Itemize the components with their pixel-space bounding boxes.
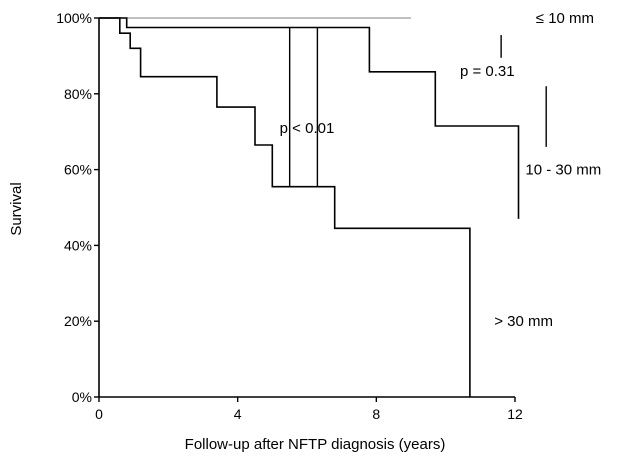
x-tick-label: 0 bbox=[95, 406, 103, 422]
y-tick-label: 60% bbox=[64, 162, 92, 178]
series-label-1: ≤ 10 mm bbox=[536, 10, 594, 27]
x-tick-label: 8 bbox=[372, 406, 380, 422]
annotation-1: p < 0.01 bbox=[280, 120, 335, 137]
series-line-3 bbox=[99, 17, 471, 397]
y-tick-label: 100% bbox=[56, 10, 92, 26]
x-tick-label: 4 bbox=[234, 406, 242, 422]
x-tick-label: 12 bbox=[507, 406, 523, 422]
y-tick-label: 80% bbox=[64, 86, 92, 102]
annotation-2: p = 0.31 bbox=[460, 63, 515, 80]
labels-group: ≤ 10 mm 10 - 30 mm > 30 mm p < 0.01 p = 0.31 bbox=[280, 10, 602, 330]
series-group bbox=[99, 17, 520, 397]
p-value-brackets bbox=[288, 27, 547, 187]
series-label-3: > 30 mm bbox=[494, 313, 553, 330]
y-axis-label: Survival bbox=[8, 182, 25, 235]
series-label-2: 10 - 30 mm bbox=[525, 162, 601, 179]
y-tick-label: 20% bbox=[64, 313, 92, 329]
y-tick-label: 0% bbox=[72, 389, 92, 405]
y-tick-label: 40% bbox=[64, 237, 92, 253]
x-axis-label: Follow-up after NFTP diagnosis (years) bbox=[185, 436, 446, 453]
series-line-2 bbox=[99, 17, 520, 219]
axes: 0% 20% 40% 60% 80% 100% 0 4 8 12 bbox=[56, 10, 523, 422]
